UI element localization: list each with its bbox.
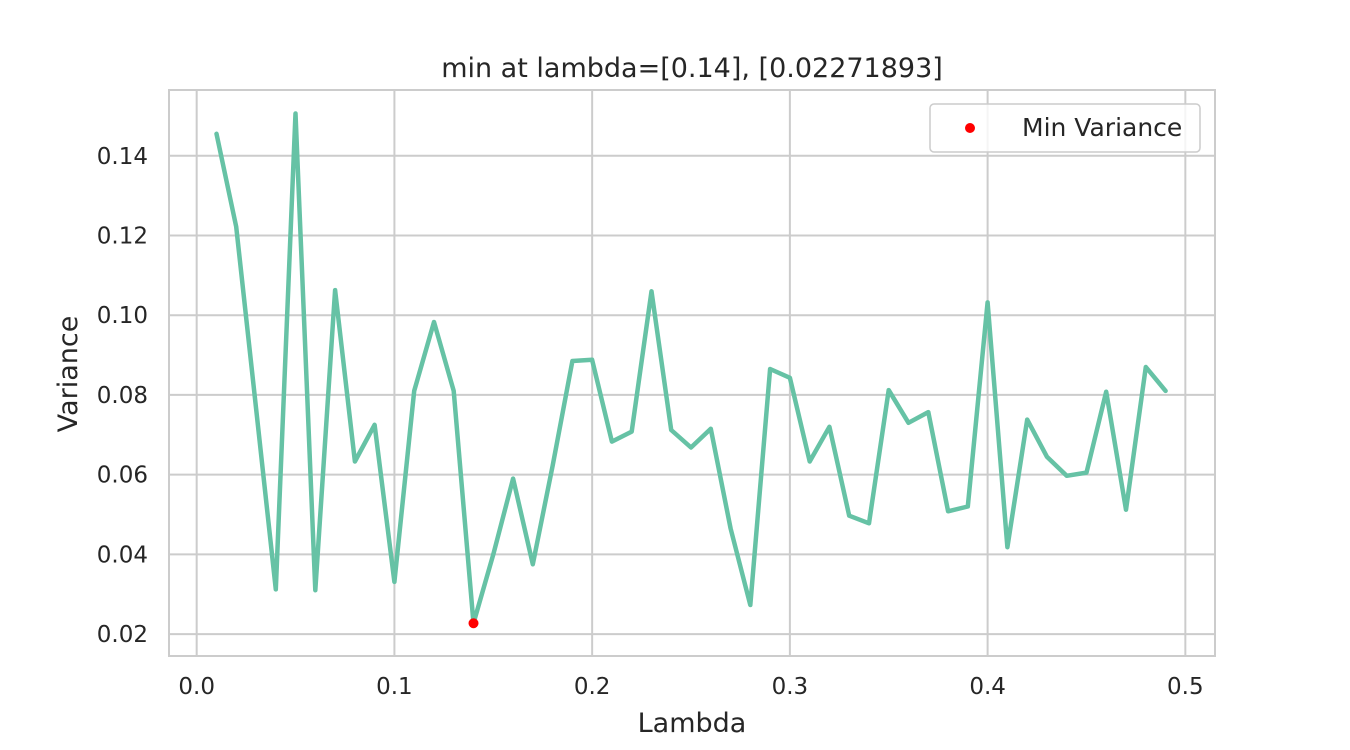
- variance-series-line: [214, 111, 1168, 626]
- y-tick-label: 0.08: [97, 383, 148, 409]
- y-gridlines: [169, 154, 1215, 636]
- legend-box: [929, 103, 1201, 153]
- x-axis-label: Lambda: [638, 708, 747, 739]
- y-tick-labels: 0.02 0.04 0.06 0.08 0.10 0.12 0.14: [97, 144, 148, 648]
- x-tick-label: 0.4: [969, 674, 1006, 700]
- plot-area-border: [168, 89, 1216, 657]
- legend: Min Variance: [929, 103, 1201, 153]
- x-tick-label: 0.5: [1167, 674, 1204, 700]
- y-tick-label: 0.06: [97, 463, 148, 489]
- x-tick-label: 0.1: [376, 674, 413, 700]
- y-axis-label: Variance: [53, 316, 84, 433]
- y-tick-label: 0.14: [97, 144, 148, 170]
- x-gridlines: [195, 90, 1187, 656]
- y-tick-label: 0.04: [97, 542, 148, 568]
- x-tick-label: 0.3: [772, 674, 809, 700]
- y-tick-label: 0.02: [97, 622, 148, 648]
- y-tick-label: 0.10: [97, 303, 148, 329]
- legend-marker-icon: [965, 123, 975, 133]
- x-tick-labels: 0.0 0.1 0.2 0.3 0.4 0.5: [178, 674, 1203, 700]
- legend-label-min-variance: Min Variance: [1022, 113, 1182, 142]
- x-tick-label: 0.2: [574, 674, 611, 700]
- y-tick-label: 0.12: [97, 223, 148, 249]
- x-tick-label: 0.0: [178, 674, 215, 700]
- min-variance-marker: [468, 618, 479, 629]
- chart-title: min at lambda=[0.14], [0.02271893]: [441, 53, 943, 84]
